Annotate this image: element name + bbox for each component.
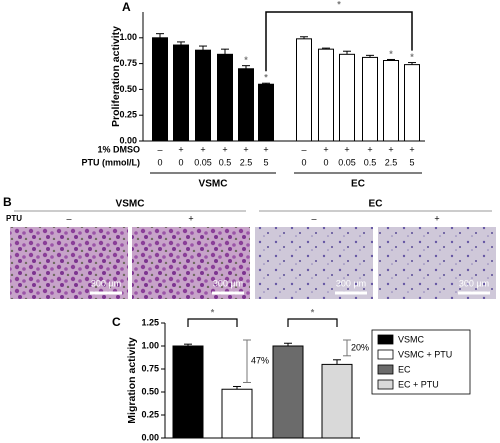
panel-label: A (122, 0, 131, 14)
bar (258, 83, 274, 142)
bar (195, 49, 211, 142)
y-tick-label: 0.25 (119, 110, 137, 120)
dmso-label: – (301, 144, 306, 154)
legend-box (371, 329, 471, 395)
ptu-label: 0.05 (194, 157, 212, 167)
row-label: PTU (mmol/L) (82, 157, 141, 167)
legend-label: EC (398, 364, 411, 374)
row-label: PTU (6, 214, 22, 223)
bar (318, 48, 334, 142)
significance: * (244, 55, 248, 65)
y-tick-label: 0.50 (141, 386, 159, 396)
legend-label: EC + PTU (398, 379, 439, 389)
group-label: VSMC (116, 199, 145, 210)
legend-swatch (377, 349, 394, 360)
bar (221, 388, 253, 439)
bar (173, 44, 189, 142)
y-tick-label: 0.00 (141, 432, 159, 442)
comparison-bracket (287, 318, 338, 327)
y-axis-label: Migration activity (126, 337, 138, 424)
bar (339, 53, 355, 142)
dmso-label: + (263, 144, 268, 154)
group-label: EC (369, 199, 383, 210)
column-label: + (434, 213, 439, 223)
dmso-label: – (157, 144, 162, 154)
y-tick-label: 0.50 (119, 84, 137, 94)
y-tick-label: 1.00 (119, 32, 137, 42)
ptu-label: 0 (157, 157, 162, 167)
ptu-label: 2.5 (240, 157, 253, 167)
reduction-label: 47% (251, 356, 269, 366)
bar (296, 38, 312, 142)
dmso-label: + (178, 144, 183, 154)
y-tick-label: 0.00 (119, 135, 137, 145)
column-label: – (311, 213, 316, 223)
y-tick-label: 1.00 (141, 340, 159, 350)
ptu-label: 0.5 (219, 157, 232, 167)
scale-bar-label: 300 µm (91, 278, 121, 288)
bar (321, 363, 353, 439)
legend-label: VSMC + PTU (398, 349, 452, 359)
dmso-label: + (200, 144, 205, 154)
micrograph (255, 227, 373, 299)
dmso-label: + (222, 144, 227, 154)
ptu-label: 5 (409, 157, 414, 167)
panel-label: C (112, 315, 121, 329)
panel-label: B (3, 195, 12, 209)
column-label: – (66, 213, 71, 223)
legend-swatch (377, 334, 394, 345)
ptu-label: 0 (178, 157, 183, 167)
bar (404, 64, 420, 142)
ptu-label: 2.5 (385, 157, 398, 167)
micrograph (378, 227, 496, 299)
bar (217, 53, 233, 142)
bar (172, 345, 204, 439)
y-tick-label: 0.75 (119, 58, 137, 68)
bar (238, 68, 254, 142)
bracket-label: * (337, 0, 341, 9)
bar (272, 345, 304, 439)
reduction-label: 20% (351, 342, 369, 352)
dmso-label: + (344, 144, 349, 154)
y-tick-label: 0.75 (141, 363, 159, 373)
column-label: + (188, 213, 193, 223)
comparison-label: * (311, 307, 315, 317)
group-label: EC (351, 179, 365, 190)
bar (383, 60, 399, 142)
group-label: VSMC (199, 179, 228, 190)
ptu-label: 0 (323, 157, 328, 167)
legend-label: VSMC (398, 334, 425, 344)
ptu-label: 0 (301, 157, 306, 167)
scale-bar-label: 300 µm (213, 278, 243, 288)
scale-bar-label: 300 µm (336, 278, 366, 288)
bar (152, 37, 168, 142)
significance: * (389, 49, 393, 59)
y-tick-label: 0.25 (141, 409, 159, 419)
dmso-label: + (323, 144, 328, 154)
comparison-bracket (187, 318, 238, 327)
legend-swatch (377, 364, 394, 375)
dmso-label: + (388, 144, 393, 154)
significance: * (410, 52, 414, 62)
ptu-label: 0.5 (364, 157, 377, 167)
bar (362, 56, 378, 142)
ptu-label: 0.05 (338, 157, 356, 167)
dmso-label: + (367, 144, 372, 154)
scale-bar-label: 300 µm (459, 278, 489, 288)
micrograph (10, 227, 128, 299)
y-axis-label: Proliferation activity (110, 26, 122, 127)
dmso-label: + (409, 144, 414, 154)
comparison-label: * (211, 307, 215, 317)
significance: * (264, 73, 268, 83)
legend-swatch (377, 379, 394, 390)
dmso-label: + (243, 144, 248, 154)
ptu-label: 5 (263, 157, 268, 167)
micrograph (132, 227, 250, 299)
bracket (265, 11, 413, 72)
y-tick-label: 1.25 (141, 317, 159, 327)
row-label: 1% DMSO (97, 144, 140, 154)
